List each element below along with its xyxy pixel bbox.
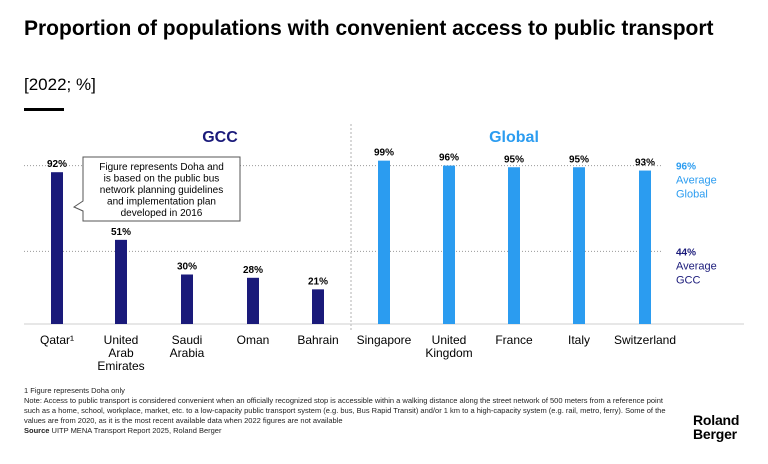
reference-line-label-2-1: Average (676, 260, 717, 272)
annotation-line-2: is based on the public bus (104, 174, 220, 185)
category-label-2-3: Emirates (97, 359, 144, 373)
bar-6 (378, 160, 390, 324)
annotation-line-3: network planning guidelines (100, 185, 223, 196)
bar-value-label-1: 92% (47, 159, 67, 170)
bar-value-label-6: 99% (374, 148, 394, 159)
category-label-2-1: United (104, 333, 139, 347)
bar-5 (312, 289, 324, 324)
category-label-7-1: United (432, 333, 467, 347)
bar-chart: 96% Average Global 44% Average GCC GCC 92% Qatar… (24, 124, 744, 373)
bar-value-label-4: 28% (243, 265, 263, 276)
bar-7 (443, 165, 455, 324)
footnote-note: Note: Access to public transport is cons… (24, 396, 666, 425)
reference-line-value-2: 44% (676, 247, 696, 258)
bar-4 (247, 277, 259, 324)
roland-berger-logo: Roland Berger (693, 413, 739, 441)
title-underline (24, 108, 64, 111)
category-label-4: Oman (237, 333, 270, 347)
category-label-10: Switzerland (614, 333, 676, 347)
chart-title: Proportion of populations with convenien… (24, 17, 714, 40)
reference-line-label-1-2: Global (676, 189, 708, 201)
annotation-line-1: Figure represents Doha and (99, 162, 224, 173)
group-header-gcc: GCC (202, 129, 238, 146)
category-label-6: Singapore (357, 333, 412, 347)
chart-subtitle: [2022; %] (24, 75, 96, 94)
bar-value-label-3: 30% (177, 262, 197, 273)
category-label-8: France (495, 333, 533, 347)
category-label-2-2: Arab (108, 346, 134, 360)
reference-line-label-2-2: GCC (676, 274, 701, 286)
category-label-7-2: Kingdom (425, 346, 472, 360)
logo-line-1: Roland (693, 412, 740, 428)
bar-value-label-8: 95% (504, 154, 524, 165)
bar-3 (181, 274, 193, 324)
bar-value-label-7: 96% (439, 153, 459, 164)
footnote-source: Source UITP MENA Transport Report 2025, … (24, 426, 674, 436)
category-label-1: Qatar¹ (40, 333, 74, 347)
bar-value-label-5: 21% (308, 276, 328, 287)
category-label-3-1: Saudi (172, 333, 203, 347)
bar-value-label-9: 95% (569, 154, 589, 165)
annotation-callout-box (72, 156, 241, 222)
category-label-3-2: Arabia (170, 346, 205, 360)
reference-line-label-1-1: Average (676, 175, 717, 187)
category-label-5: Bahrain (297, 333, 338, 347)
annotation-line-4: and implementation plan (107, 197, 216, 208)
bar-value-label-2: 51% (111, 227, 131, 238)
bar-1 (51, 172, 63, 324)
bar-9 (573, 167, 585, 324)
bar-8 (508, 167, 520, 324)
group-header-global: Global (489, 129, 539, 146)
logo-line-2: Berger (693, 426, 737, 442)
reference-line-value-1: 96% (676, 162, 696, 173)
bar-value-label-10: 93% (635, 158, 655, 169)
footnotes: 1 Figure represents Doha only Note: Acce… (24, 386, 674, 436)
annotation-line-5: developed in 2016 (121, 208, 203, 219)
bar-2 (115, 239, 127, 324)
footnote-1: 1 Figure represents Doha only (24, 386, 125, 395)
bar-10 (639, 170, 651, 324)
source-text: UITP MENA Transport Report 2025, Roland … (51, 426, 222, 435)
category-label-9: Italy (568, 333, 590, 347)
source-label: Source (24, 426, 50, 435)
